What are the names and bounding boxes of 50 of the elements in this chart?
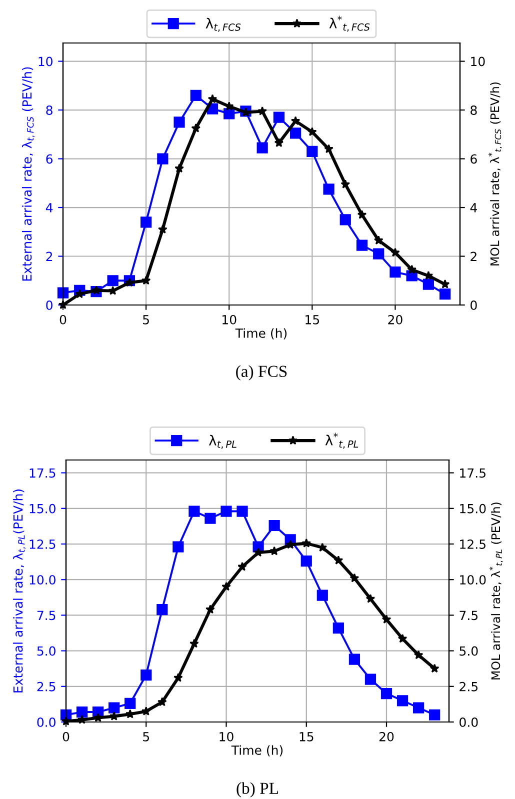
x-axis-title: Time (h) — [231, 745, 283, 756]
y2-tick-label: 10 — [471, 56, 485, 66]
y2-tick-label: 12.5 — [460, 539, 486, 549]
y2-tick-label: 4 — [470, 203, 477, 212]
x-tick-label: 5 — [143, 732, 150, 742]
text: (b) PL — [236, 782, 278, 798]
x-tick-label: 0 — [62, 732, 70, 742]
y-tick-label: 17.5 — [30, 468, 56, 478]
y-tick-label: 6 — [46, 154, 52, 164]
y2-axis-title: MOL arrival rate, λ$^{*}$$_{t,PL}$ (PEV/h) — [489, 502, 503, 680]
legend-label: λ$_{t,PL}$ — [208, 434, 236, 449]
text: (a) FCS — [236, 365, 287, 380]
y2-tick-label: 2.5 — [460, 682, 478, 692]
y-tick-label: 5.0 — [37, 646, 56, 656]
x-tick-label: 20 — [388, 314, 402, 324]
y2-tick-label: 0 — [470, 300, 477, 310]
legend-label: λ$_{t,FCS}$ — [206, 18, 241, 32]
legend-label: λ$^{*}$$_{t,PL}$ — [325, 432, 358, 449]
x-tick-label: 5 — [143, 315, 149, 324]
y-axis-title: External arrival rate, λ$_{t,FCS}$ (PEV/h) — [22, 67, 35, 281]
legend-label: λ$^{*}$$_{t,FCS}$ — [329, 16, 370, 32]
x-tick-label: 15 — [300, 732, 314, 742]
y2-tick-label: 7.5 — [460, 610, 478, 620]
y2-axis-title: MOL arrival rate, λ$^{*}$$_{t,FCS}$ (PEV/h) — [488, 82, 502, 266]
y2-tick-label: 15.0 — [460, 504, 486, 514]
y-tick-label: 7.5 — [37, 610, 56, 620]
x-tick-label: 0 — [60, 314, 66, 324]
y-tick-label: 2.5 — [37, 682, 56, 692]
x-tick-label: 10 — [220, 732, 234, 742]
x-axis-title: Time (h) — [235, 328, 287, 340]
y-tick-label: 4 — [46, 203, 53, 212]
y2-tick-label: 6 — [470, 154, 477, 164]
y-tick-label: 0 — [46, 300, 52, 310]
y-tick-label: 2 — [46, 252, 52, 262]
y2-tick-label: 8 — [470, 105, 477, 115]
y2-tick-label: 10.0 — [460, 575, 486, 585]
y2-tick-label: 17.5 — [460, 468, 486, 478]
y2-tick-label: 5.0 — [460, 646, 478, 656]
x-tick-label: 10 — [222, 314, 236, 324]
x-tick-label: 20 — [379, 732, 394, 742]
y2-tick-label: 0.0 — [460, 717, 478, 727]
y-tick-label: 10 — [38, 56, 52, 66]
y-tick-label: 10.0 — [30, 575, 56, 585]
x-tick-label: 15 — [306, 315, 320, 324]
y-tick-label: 0.0 — [37, 717, 56, 727]
y-tick-label: 15.0 — [30, 504, 56, 514]
y-axis-title: External arrival rate, λ$_{t,PL}$(PEV/h) — [13, 490, 26, 692]
y2-tick-label: 2 — [470, 252, 476, 262]
y-tick-label: 8 — [46, 105, 52, 115]
y-tick-label: 12.5 — [30, 539, 56, 549]
